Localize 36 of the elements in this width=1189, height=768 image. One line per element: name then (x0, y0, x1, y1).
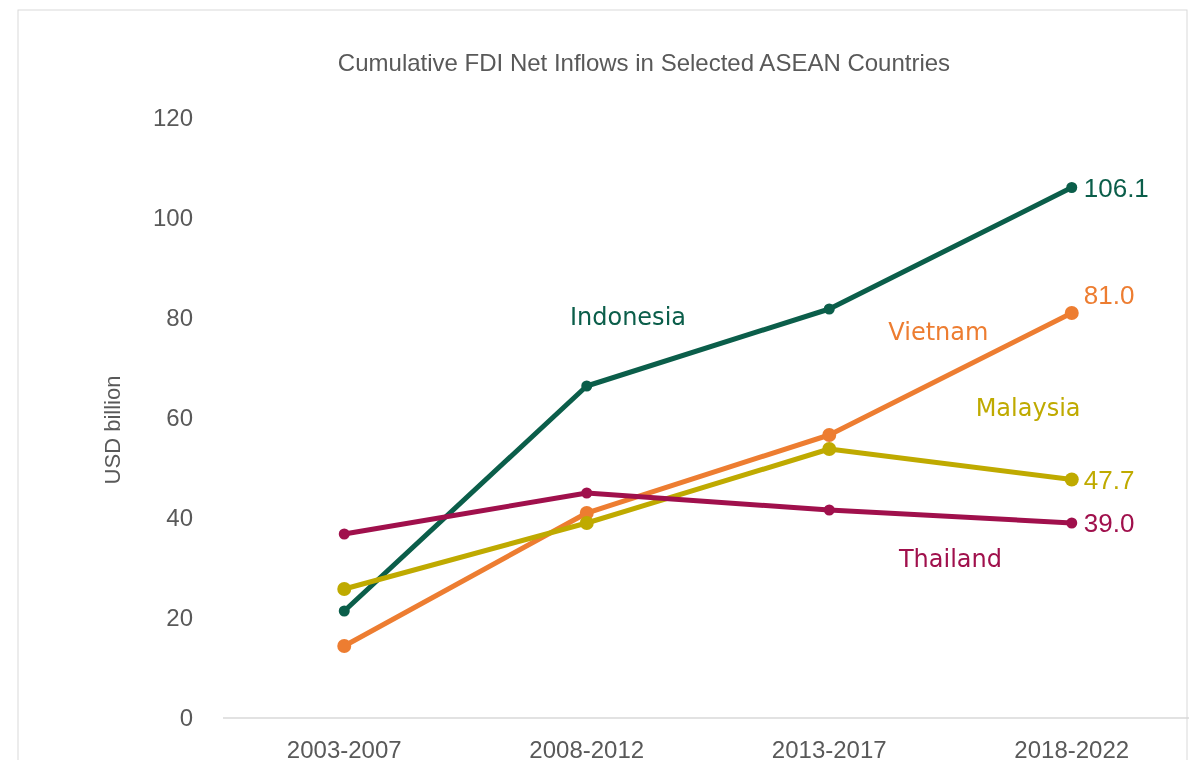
series-label: Thailand (897, 544, 1003, 573)
point (1064, 306, 1079, 320)
x-tick-label: 2013-2017 (771, 736, 887, 763)
x-tick-label: 2018-2022 (1014, 736, 1130, 763)
point (338, 528, 350, 540)
series-label: Malaysia (975, 394, 1081, 423)
x-tick-label: 2003-2007 (286, 736, 402, 763)
x-tick-label: 2008-2012 (529, 736, 645, 763)
point (338, 605, 350, 617)
y-tick-label: 80 (166, 304, 193, 332)
data-label: 47.7 (1083, 464, 1135, 495)
series-label: Vietnam (888, 318, 989, 347)
series-label: Indonesia (569, 302, 687, 331)
data-label: 106.1 (1083, 172, 1149, 203)
point (822, 428, 837, 442)
y-tick-label: 0 (179, 704, 193, 732)
point (581, 380, 593, 392)
data-label: 81.0 (1083, 280, 1135, 311)
chart-title: Cumulative FDI Net Inflows in Selected ASEAN Countries (337, 49, 951, 77)
point (823, 504, 835, 516)
point (337, 582, 352, 596)
point (581, 487, 593, 499)
point (1066, 182, 1078, 193)
y-tick-label: 100 (152, 204, 193, 232)
point (1064, 472, 1079, 487)
data-label: 39.0 (1083, 508, 1135, 539)
y-tick-label: 20 (166, 604, 193, 632)
y-tick-label: 40 (166, 504, 193, 532)
point (337, 639, 352, 653)
y-tick-label: 120 (152, 104, 193, 132)
point (823, 303, 835, 315)
point (822, 442, 837, 456)
point (579, 516, 594, 530)
y-axis-title: USD billion (100, 375, 125, 485)
y-tick-label: 60 (166, 404, 193, 432)
point (1066, 517, 1078, 529)
